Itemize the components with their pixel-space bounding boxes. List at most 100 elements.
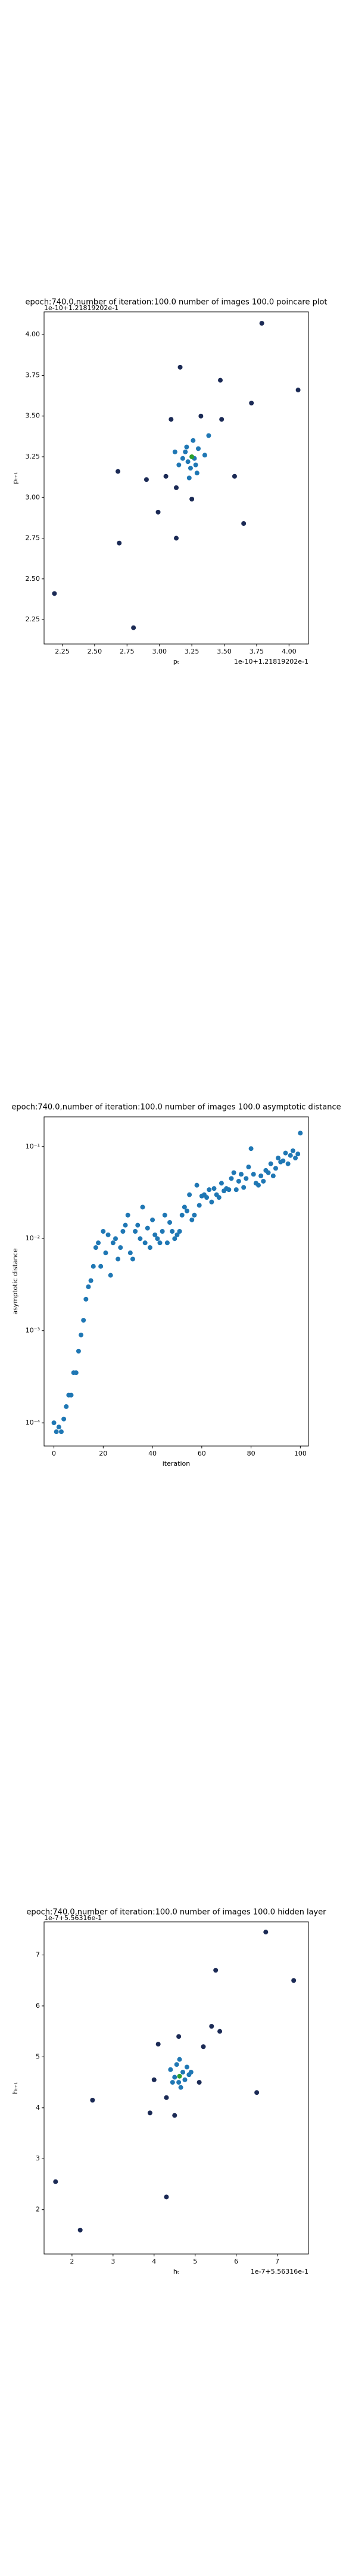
point <box>211 1186 217 1191</box>
point <box>188 466 193 471</box>
point <box>229 1176 234 1181</box>
y-tick-label: 2.50 <box>26 575 40 583</box>
y-tick-label: 3 <box>36 2154 40 2162</box>
point <box>160 1228 165 1234</box>
point <box>155 2042 161 2047</box>
point <box>58 1429 64 1435</box>
x-tick-label: 60 <box>198 1450 206 1457</box>
point <box>288 1153 293 1158</box>
point <box>273 1166 278 1171</box>
point <box>259 321 264 326</box>
point <box>167 1220 173 1225</box>
y-tick-label: 3.75 <box>26 371 40 379</box>
point <box>187 1192 192 1197</box>
point <box>241 521 247 526</box>
point <box>204 1195 210 1200</box>
point <box>90 2098 95 2103</box>
x-tick-label: 3.50 <box>217 648 232 655</box>
x-offset: 1e-10+1.21819202e-1 <box>234 658 308 665</box>
point <box>168 2067 173 2072</box>
y-tick-label: 4 <box>36 2104 40 2111</box>
point <box>184 2064 189 2070</box>
point <box>280 1158 286 1163</box>
x-axis-label: pₜ <box>173 658 179 665</box>
point <box>101 1228 106 1234</box>
point <box>178 2085 183 2090</box>
point <box>54 1429 59 1435</box>
point <box>116 469 121 474</box>
point <box>251 1172 256 1177</box>
point <box>290 1148 295 1153</box>
point <box>144 477 149 482</box>
y-tick-label: 10⁻² <box>26 1234 40 1242</box>
y-tick-label: 3.00 <box>26 493 40 501</box>
point <box>206 433 211 438</box>
point <box>246 1165 251 1170</box>
point <box>177 2073 182 2079</box>
point <box>189 496 195 501</box>
point <box>155 1236 160 1241</box>
point <box>147 2110 152 2116</box>
x-tick-label: 3 <box>111 2258 115 2265</box>
point <box>236 1178 241 1184</box>
y-offset: 1e-10+1.21819202e-1 <box>44 304 119 312</box>
x-tick-label: 4.00 <box>282 648 297 655</box>
point <box>219 417 224 422</box>
point <box>239 1172 244 1177</box>
point <box>174 535 179 541</box>
point <box>164 2194 169 2200</box>
point <box>96 1240 101 1246</box>
y-axis-label: pₜ₊₁ <box>11 472 19 484</box>
point <box>64 1404 69 1409</box>
point <box>93 1245 98 1250</box>
point <box>123 1222 128 1228</box>
point <box>249 400 254 405</box>
point <box>53 2179 58 2184</box>
y-offset: 1e-7+5.56316e-1 <box>44 1914 102 1922</box>
point <box>88 1278 93 1283</box>
point <box>103 1250 108 1256</box>
x-tick-label: 2.25 <box>55 648 70 655</box>
x-tick-label: 6 <box>234 2258 238 2265</box>
point <box>174 1232 180 1237</box>
point <box>170 1228 175 1234</box>
point <box>263 1930 269 1935</box>
x-tick-label: 5 <box>193 2258 197 2265</box>
point <box>226 1187 232 1193</box>
y-tick-label: 2.25 <box>26 615 40 623</box>
point <box>216 1195 222 1200</box>
point <box>207 1187 212 1193</box>
plot-frame <box>43 311 309 645</box>
point <box>163 473 169 479</box>
point <box>138 1236 143 1241</box>
point <box>201 2044 206 2049</box>
point <box>266 1170 271 1175</box>
point <box>261 1178 266 1184</box>
point <box>177 364 183 370</box>
point <box>120 1228 126 1234</box>
point <box>191 438 196 443</box>
point <box>174 2062 179 2067</box>
point <box>177 2057 182 2062</box>
point <box>202 453 207 458</box>
point <box>174 485 179 490</box>
x-tick-label: 0 <box>52 1450 56 1457</box>
y-axis-label: hₜ₊₁ <box>11 2082 19 2094</box>
y-tick-label: 6 <box>36 2002 40 2010</box>
point <box>193 462 198 467</box>
point <box>151 2077 157 2082</box>
point <box>231 1170 236 1175</box>
point <box>244 1176 249 1181</box>
point <box>179 1212 185 1218</box>
point <box>298 1131 303 1136</box>
point <box>180 2070 186 2075</box>
point <box>162 1212 167 1218</box>
point <box>183 449 188 454</box>
x-axis-label: iteration <box>163 1460 190 1467</box>
point <box>276 1156 281 1161</box>
x-tick-label: 4 <box>152 2258 156 2265</box>
point <box>180 456 185 461</box>
point <box>51 1420 57 1426</box>
point <box>83 1296 89 1302</box>
